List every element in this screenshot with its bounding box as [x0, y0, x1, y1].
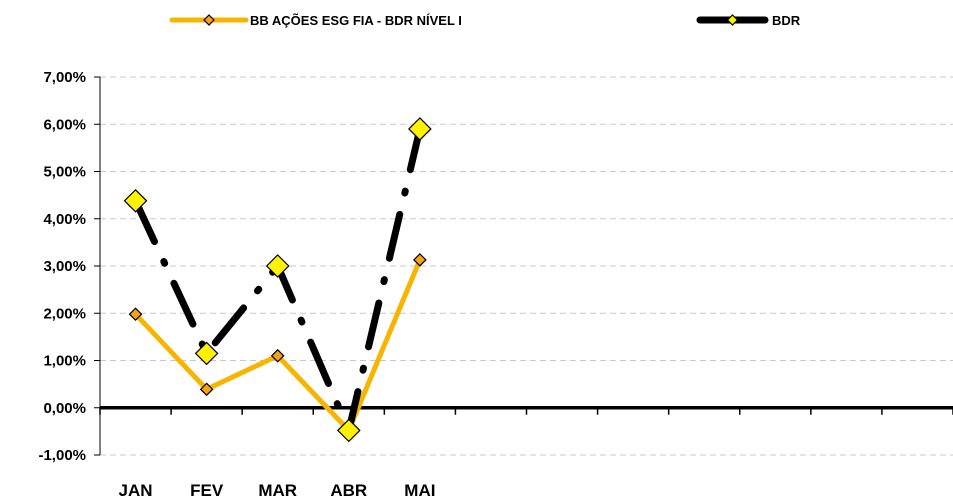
legend-label: BB AÇÕES ESG FIA - BDR NÍVEL I	[250, 13, 462, 28]
y-tick-label: 2,00%	[43, 305, 86, 322]
legend-item: BDR	[696, 13, 801, 28]
series-layer	[123, 117, 432, 443]
data-point	[270, 348, 285, 363]
x-category-label: FEV	[190, 481, 224, 500]
data-point	[265, 254, 290, 278]
data-point	[336, 418, 361, 443]
legend: BB AÇÕES ESG FIA - BDR NÍVEL I BDR	[169, 13, 801, 28]
y-tick-label: 4,00%	[43, 211, 86, 228]
y-tick-label: 7,00%	[43, 69, 86, 86]
data-point	[199, 382, 214, 397]
y-tick-label: 1,00%	[43, 353, 86, 370]
legend-swatch-marker	[726, 14, 739, 26]
legend-item: BB AÇÕES ESG FIA - BDR NÍVEL I	[169, 13, 462, 28]
x-category-label: JAN	[119, 481, 153, 500]
data-point	[413, 253, 427, 267]
gridlines	[100, 76, 953, 456]
data-point	[194, 341, 219, 366]
x-category-label: MAI	[404, 481, 435, 500]
data-point	[123, 188, 148, 213]
y-tick-label: 5,00%	[43, 164, 86, 181]
legend-swatch-marker	[203, 14, 215, 26]
y-tick-label: 3,00%	[43, 258, 86, 275]
y-tick-label: -1,00%	[38, 447, 86, 464]
legend-label: BDR	[772, 13, 801, 28]
data-point	[128, 307, 143, 322]
x-axis: JAN FEV MAR ABR MAI	[99, 406, 953, 500]
y-tick-label: 0,00%	[43, 400, 86, 417]
x-category-label: MAR	[258, 481, 297, 500]
series-line-2	[132, 125, 424, 434]
data-point	[408, 117, 432, 141]
y-axis: -1,00% 0,00% 1,00% 2,00% 3,00% 4,00% 5,00% 6,00…	[38, 69, 101, 464]
y-tick-label: 6,00%	[43, 116, 86, 133]
x-category-label: ABR	[330, 481, 367, 500]
